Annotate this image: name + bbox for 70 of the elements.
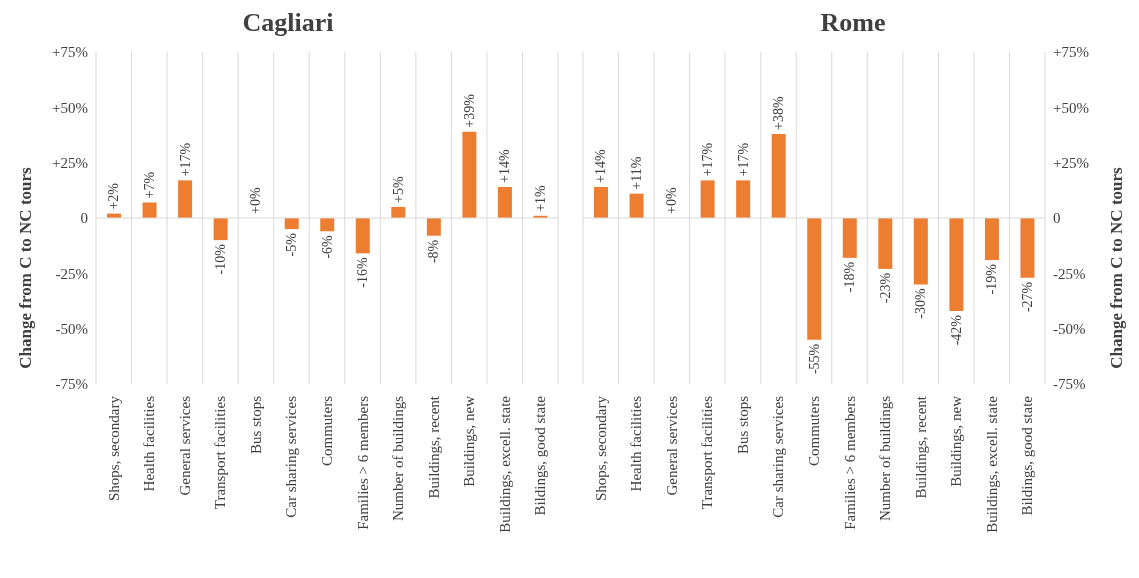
y-tick-label: +75% bbox=[52, 44, 88, 61]
x-tick-label: Health facilities bbox=[141, 395, 158, 492]
x-tick-label: Transport facilities bbox=[699, 395, 716, 510]
x-tick-label: Bildings, good state bbox=[1019, 395, 1036, 516]
x-tick-label: Car sharing services bbox=[283, 395, 300, 518]
x-tick-label: Families > 6 members bbox=[841, 395, 858, 530]
y-tick-label: 0 bbox=[1053, 210, 1061, 227]
data-label: -10% bbox=[213, 243, 229, 275]
data-label: +11% bbox=[629, 156, 645, 190]
data-label: -18% bbox=[842, 261, 858, 293]
x-tick-label: Bildings, good state bbox=[532, 395, 549, 516]
data-label: -6% bbox=[319, 234, 335, 259]
x-tick-label: Number of buildings bbox=[390, 395, 407, 521]
y-tick-label: -50% bbox=[55, 320, 88, 337]
x-tick-label: Shops, secondary bbox=[592, 395, 609, 501]
x-tick-label: Commuters bbox=[319, 395, 335, 466]
y-tick-label: +25% bbox=[52, 154, 88, 171]
data-label: +7% bbox=[142, 171, 158, 199]
x-tick-label: Buildings, new bbox=[948, 395, 965, 487]
data-label: -30% bbox=[913, 288, 929, 319]
y-tick-label: -25% bbox=[1053, 265, 1086, 282]
x-tick-label: Buildings, excell. state bbox=[496, 395, 513, 533]
data-label: -42% bbox=[948, 314, 964, 346]
x-tick-label: Buildings, new bbox=[461, 395, 478, 487]
y-tick-label: -50% bbox=[1053, 320, 1086, 337]
data-label: +1% bbox=[532, 184, 548, 212]
x-tick-label: Transport facilities bbox=[212, 395, 229, 510]
y-tick-label: +50% bbox=[1053, 99, 1089, 116]
data-label: -23% bbox=[877, 272, 893, 304]
y-tick-label: +25% bbox=[1053, 154, 1089, 171]
data-label: +14% bbox=[593, 149, 609, 184]
data-label: -5% bbox=[284, 232, 300, 257]
data-label: +17% bbox=[735, 142, 751, 177]
x-tick-label: Shops, secondary bbox=[105, 395, 122, 501]
x-tick-label: General services bbox=[176, 395, 193, 496]
data-label: -8% bbox=[426, 239, 442, 264]
x-tick-label: Number of buildings bbox=[877, 395, 894, 521]
y-tick-label: -25% bbox=[55, 265, 88, 282]
x-tick-label: Families > 6 members bbox=[354, 395, 371, 530]
data-label: +5% bbox=[390, 176, 406, 203]
chart-title: Cagliari bbox=[241, 8, 335, 39]
y-tick-label: -75% bbox=[1053, 376, 1086, 393]
x-tick-label: Buildings, recent bbox=[912, 395, 929, 499]
data-label: +2% bbox=[106, 182, 122, 210]
x-tick-label: Bus stops bbox=[734, 395, 751, 454]
data-label: +0% bbox=[664, 187, 680, 214]
y-axis-title: Change from C to NC tours bbox=[15, 166, 35, 369]
data-label: +17% bbox=[177, 142, 193, 177]
x-tick-label: General services bbox=[663, 395, 680, 496]
data-label: +17% bbox=[700, 142, 716, 177]
y-tick-label: +50% bbox=[52, 99, 88, 116]
x-tick-label: Car sharing services bbox=[770, 395, 787, 518]
y-tick-label: -75% bbox=[55, 376, 88, 393]
y-tick-label: 0 bbox=[80, 210, 88, 227]
data-label: -16% bbox=[355, 257, 371, 288]
y-axis-title: Change from C to NC tours bbox=[1106, 166, 1126, 369]
y-tick-label: +75% bbox=[1053, 44, 1089, 61]
x-tick-label: Buildings, excell. state bbox=[983, 395, 1000, 533]
data-label: +0% bbox=[248, 187, 264, 214]
data-label: +39% bbox=[461, 93, 477, 128]
x-tick-label: Commuters bbox=[806, 395, 822, 466]
data-label: -55% bbox=[806, 343, 822, 375]
x-tick-label: Buildings, recent bbox=[425, 395, 442, 499]
data-label: +38% bbox=[771, 96, 787, 130]
x-tick-label: Bus stops bbox=[247, 395, 264, 454]
data-label: -27% bbox=[1019, 281, 1035, 313]
data-label: +14% bbox=[497, 149, 513, 184]
x-tick-label: Health facilities bbox=[628, 395, 645, 492]
data-label: -19% bbox=[984, 263, 1000, 295]
chart-title: Rome bbox=[819, 8, 887, 39]
